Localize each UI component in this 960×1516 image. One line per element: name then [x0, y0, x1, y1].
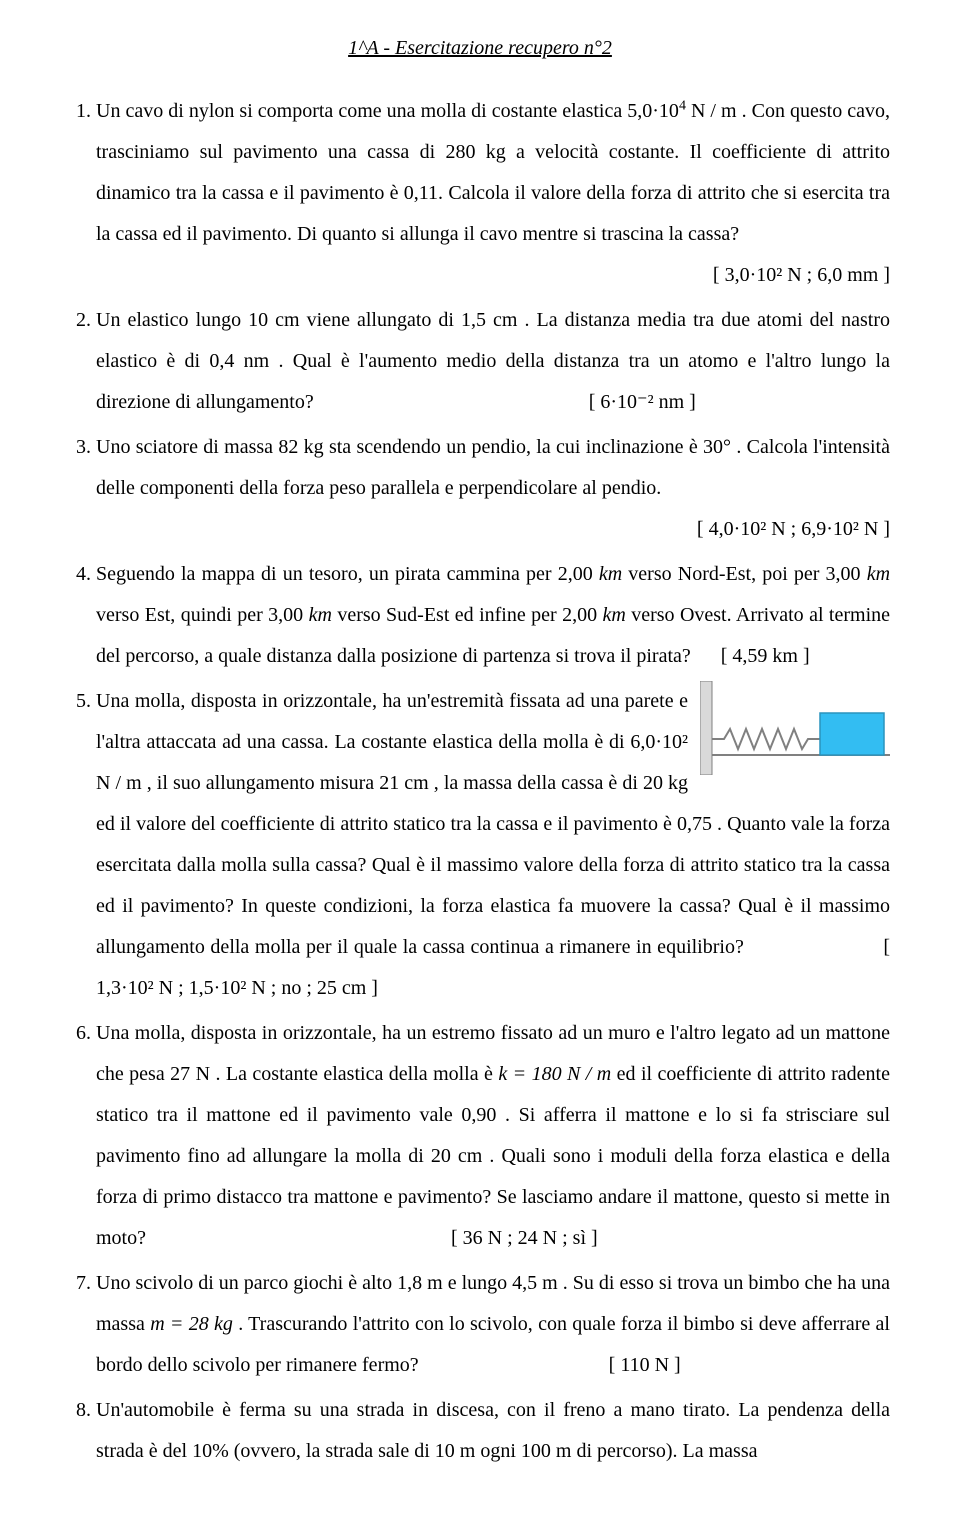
p5-text-1: Una molla, disposta in orizzontale, ha u… — [96, 690, 688, 753]
p2-val-3: 0,4 nm — [209, 350, 269, 372]
p2-answer: [ 6·10⁻² nm ] — [589, 391, 696, 413]
p7-val-2: 4,5 m — [512, 1272, 558, 1294]
p5-val-4: 0,75 — [677, 813, 712, 835]
p2-val-2: 1,5 cm — [461, 309, 517, 331]
p3-val-1: 82 kg — [278, 436, 323, 458]
p1-val-1-unit: N / m — [686, 100, 742, 122]
p5-text-2: , il suo allungamento misura — [142, 772, 380, 794]
problem-4: Seguendo la mappa di un tesoro, un pirat… — [96, 554, 890, 677]
p2-val-1: 10 cm — [248, 309, 299, 331]
p4-text-2: verso Nord-Est, poi per 3,00 — [622, 563, 867, 585]
p6-val-2: k = 180 N / m — [498, 1063, 611, 1085]
p8-text-3: di percorso). La massa — [571, 1440, 757, 1462]
wall-rect — [700, 681, 712, 775]
problem-7: Uno scivolo di un parco giochi è alto 1,… — [96, 1263, 890, 1386]
p5-val-2: 21 cm — [379, 772, 429, 794]
p1-answer: [ 3,0·10² N ; 6,0 mm ] — [96, 255, 890, 296]
p6-val-1: 27 N — [170, 1063, 210, 1085]
p4-answer: [ 4,59 km ] — [721, 645, 810, 667]
p8-text-2: ogni — [475, 1440, 521, 1462]
p2-text-1: Un elastico lungo — [96, 309, 248, 331]
problem-3: Uno sciatore di massa 82 kg sta scendend… — [96, 427, 890, 550]
p5-text-4: ed il valore del coefficiente di attrito… — [96, 813, 677, 835]
spring-icon — [712, 729, 820, 749]
p7-val-1: 1,8 m — [397, 1272, 443, 1294]
box-rect — [820, 713, 884, 755]
problem-8: Un'automobile è ferma su una strada in d… — [96, 1390, 890, 1472]
p8-val-1: 10 m — [435, 1440, 476, 1462]
p4-val-2: km — [867, 563, 890, 585]
problem-2: Un elastico lungo 10 cm viene allungato … — [96, 300, 890, 423]
p4-val-3: km — [309, 604, 332, 626]
p4-text-3: verso Est, quindi per 3,00 — [96, 604, 309, 626]
page-title: 1^A - Esercitazione recupero n°2 — [70, 28, 890, 69]
problem-1: Un cavo di nylon si comporta come una mo… — [96, 91, 890, 296]
p1-val-2: 280 kg — [445, 141, 505, 163]
p6-val-4: 20 cm — [431, 1145, 483, 1167]
p4-val-4: km — [602, 604, 625, 626]
p6-val-3: 0,90 — [461, 1104, 496, 1126]
p7-val-3: m = 28 kg — [150, 1313, 233, 1335]
p4-text-4: verso Sud-Est ed infine per 2,00 — [332, 604, 603, 626]
p3-text-1: Uno sciatore di massa — [96, 436, 278, 458]
p4-val-1: km — [599, 563, 622, 585]
p7-text-1: Uno scivolo di un parco giochi è alto — [96, 1272, 397, 1294]
p1-val-1: 5,0·10 — [627, 100, 679, 122]
problem-6: Una molla, disposta in orizzontale, ha u… — [96, 1013, 890, 1259]
p7-text-2: e lungo — [443, 1272, 512, 1294]
p7-answer: [ 110 N ] — [609, 1354, 681, 1376]
p2-text-2: viene allungato di — [300, 309, 461, 331]
p8-val-2: 100 m — [521, 1440, 572, 1462]
p5-text-3: , la massa della cassa è di — [429, 772, 643, 794]
p6-text-2: . La costante elastica della molla è — [210, 1063, 498, 1085]
p1-text-1: Un cavo di nylon si comporta come una mo… — [96, 100, 627, 122]
p5-val-3: 20 kg — [643, 772, 688, 794]
p6-answer: [ 36 N ; 24 N ; sì ] — [451, 1227, 598, 1249]
problem-5: Una molla, disposta in orizzontale, ha u… — [96, 681, 890, 1009]
p3-answer: [ 4,0·10² N ; 6,9·10² N ] — [96, 509, 890, 550]
p4-text-1: Seguendo la mappa di un tesoro, un pirat… — [96, 563, 599, 585]
p1-val-1-sup: 4 — [679, 98, 686, 113]
problem-5-figure — [700, 681, 890, 775]
